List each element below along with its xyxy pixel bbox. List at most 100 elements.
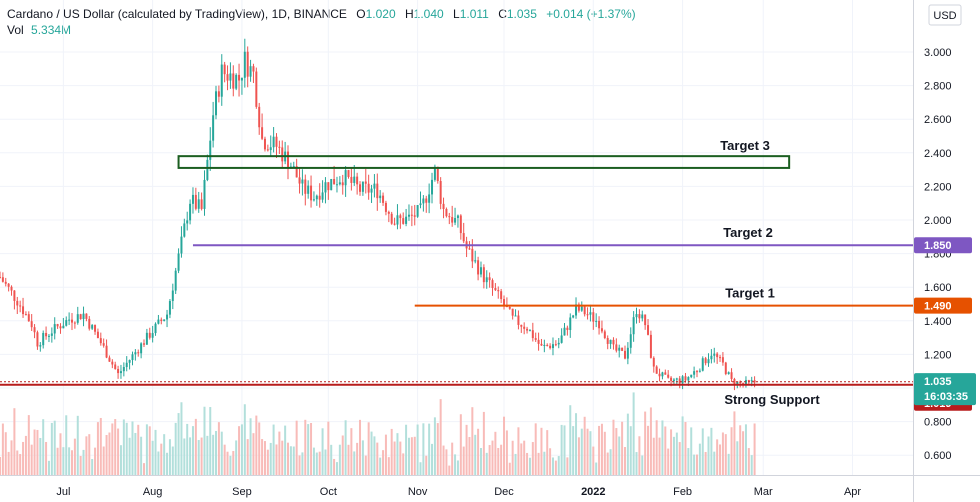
volume-bar — [157, 451, 160, 475]
time-axis[interactable]: Jul Aug Sep Oct Nov Dec 2022 Feb Mar Apr — [0, 475, 980, 499]
volume-bar — [716, 439, 719, 475]
volume-bar — [99, 417, 102, 475]
candle-body — [243, 51, 246, 78]
volume-bar — [647, 425, 650, 475]
volume-bar — [658, 437, 661, 475]
candle-body — [350, 176, 353, 183]
volume-bar — [433, 417, 436, 475]
volume-bar — [747, 448, 750, 475]
candle-body — [154, 323, 157, 334]
candle-body — [105, 345, 108, 358]
candle-body — [128, 360, 131, 363]
candle-body — [171, 290, 174, 302]
volume-bar — [42, 419, 45, 475]
volume-bar — [448, 465, 451, 475]
close-label: C — [498, 7, 507, 21]
volume-bar — [416, 424, 419, 475]
volume-bar — [626, 413, 629, 475]
candle-body — [664, 372, 667, 375]
candle-body — [425, 198, 428, 203]
volume-bar — [324, 449, 327, 475]
candle-body — [143, 343, 146, 345]
candle-body — [229, 73, 232, 81]
candle-body — [327, 182, 330, 191]
volume-bar — [4, 432, 7, 475]
volume-bar — [543, 451, 546, 475]
volume-bar — [739, 425, 742, 475]
candle-body — [629, 334, 632, 348]
volume-bar — [396, 433, 399, 475]
volume-bar — [19, 454, 22, 475]
volume-bar — [393, 441, 396, 475]
candle-body — [716, 353, 719, 358]
candle-body — [647, 325, 650, 335]
candle-body — [266, 149, 269, 151]
candle-body — [672, 379, 675, 381]
volume-bar — [295, 420, 298, 475]
candle-body — [684, 376, 687, 381]
level-annotations[interactable]: Target 3 Target 2 Target 1 Strong Support — [0, 138, 913, 407]
candle-body — [393, 223, 396, 225]
candle-body — [278, 146, 281, 148]
candlesticks[interactable] — [0, 38, 756, 391]
volume-bar — [186, 423, 189, 475]
candle-body — [206, 159, 209, 180]
candle-body — [710, 355, 713, 360]
candle-body — [701, 358, 704, 371]
candle-body — [361, 181, 364, 192]
candle-body — [13, 290, 16, 301]
volume-bar — [690, 427, 693, 475]
candle-body — [301, 179, 304, 184]
candle-body — [76, 314, 79, 323]
candle-body — [407, 214, 410, 217]
volume-bar — [485, 452, 488, 475]
countdown-timer: 16:03:35 — [924, 391, 968, 403]
candle-body — [621, 347, 624, 351]
candle-body — [232, 73, 235, 89]
volume-bar — [477, 428, 480, 475]
candle-body — [338, 182, 341, 185]
volume-bar — [298, 455, 301, 475]
volume-bar — [407, 437, 410, 475]
volume-bar — [16, 450, 19, 475]
candle-body — [721, 357, 724, 363]
volume-bar — [727, 453, 730, 475]
volume-bar — [94, 447, 97, 475]
candle-body — [500, 291, 503, 300]
candle-body — [445, 208, 448, 217]
candle-body — [79, 314, 82, 320]
candle-body — [554, 344, 557, 346]
volume-bar — [632, 392, 635, 475]
candle-body — [315, 195, 318, 200]
candle-body — [667, 374, 670, 378]
volume-bar — [10, 440, 13, 475]
volume-bar — [742, 431, 745, 475]
candle-body — [163, 319, 166, 321]
volume-bar — [263, 441, 266, 475]
candle-body — [690, 374, 693, 378]
volume-bar — [744, 424, 747, 475]
volume-bar — [154, 429, 157, 475]
candle-body — [261, 127, 264, 139]
volume-bar — [500, 444, 503, 475]
price-axis[interactable]: 3.0002.8002.6002.4002.2002.0001.8001.600… — [913, 0, 977, 502]
candle-body — [606, 338, 609, 344]
candle-body — [566, 327, 569, 331]
volume-bar — [209, 407, 212, 475]
candle-body — [724, 362, 727, 375]
candle-body — [94, 325, 97, 332]
volume-bar — [698, 443, 701, 475]
volume-bar — [554, 460, 557, 475]
chart-legend: Cardano / US Dollar (calculated by Tradi… — [7, 6, 636, 38]
candle-body — [563, 327, 566, 336]
candle-body — [583, 306, 586, 315]
candle-body — [744, 379, 747, 385]
volume-bar — [143, 463, 146, 475]
volume-bar — [350, 428, 353, 475]
x-tick-label: Apr — [844, 486, 861, 498]
volume-bar — [200, 437, 203, 475]
symbol-title[interactable]: Cardano / US Dollar (calculated by Tradi… — [7, 7, 347, 21]
candle-body — [422, 198, 425, 204]
volume-bar — [410, 437, 413, 475]
